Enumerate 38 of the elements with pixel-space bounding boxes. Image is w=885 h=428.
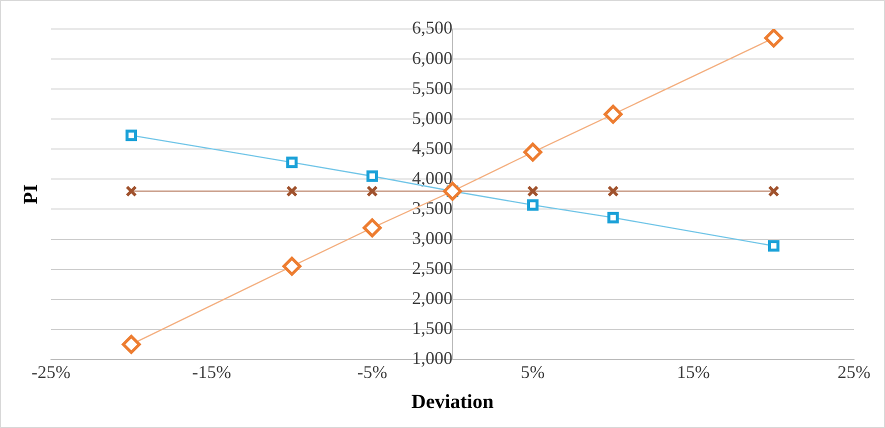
point bbox=[764, 29, 784, 48]
y-tick-label: 6,500 bbox=[412, 18, 452, 38]
point bbox=[282, 256, 302, 276]
y-tick-label: 3,000 bbox=[412, 228, 452, 248]
point bbox=[527, 185, 539, 197]
x-tick-label: -25% bbox=[32, 362, 70, 382]
y-tick-label: 4,000 bbox=[412, 168, 452, 188]
point bbox=[607, 212, 619, 224]
y-tick-label: 6,000 bbox=[412, 48, 452, 68]
x-tick-label: 5% bbox=[520, 362, 545, 382]
point bbox=[523, 142, 542, 162]
y-tick-label: 5,000 bbox=[412, 108, 452, 128]
point bbox=[362, 218, 382, 238]
y-tick-label: 3,500 bbox=[412, 198, 452, 218]
x-tick-label: 15% bbox=[676, 362, 710, 382]
y-tick-label: 2,000 bbox=[412, 288, 452, 308]
point bbox=[122, 334, 141, 354]
y-tick-label: 1,500 bbox=[412, 318, 452, 338]
y-tick-label: 1,000 bbox=[412, 348, 452, 368]
x-tick-label: -15% bbox=[192, 362, 232, 382]
point bbox=[286, 185, 298, 197]
y-axis-title: PI bbox=[20, 184, 42, 204]
point bbox=[768, 185, 780, 197]
x-axis-title: Deviation bbox=[411, 391, 494, 414]
point bbox=[607, 185, 619, 197]
y-tick-label: 5,500 bbox=[412, 78, 452, 98]
y-tick-label: 4,500 bbox=[412, 138, 452, 158]
point bbox=[366, 185, 378, 197]
y-tick-label: 2,500 bbox=[412, 258, 452, 278]
point bbox=[527, 199, 539, 211]
x-tick-label: -5% bbox=[357, 362, 388, 382]
point bbox=[604, 104, 623, 124]
x-tick-label: 25% bbox=[838, 362, 870, 382]
point bbox=[366, 170, 378, 182]
point bbox=[768, 240, 780, 252]
point bbox=[286, 156, 298, 168]
point bbox=[126, 185, 138, 197]
point bbox=[126, 130, 138, 142]
